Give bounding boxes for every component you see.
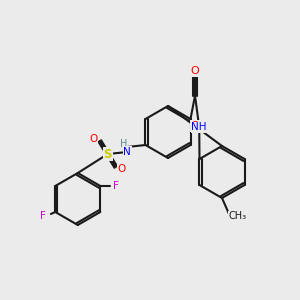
Text: S: S bbox=[103, 148, 112, 160]
Text: F: F bbox=[40, 211, 46, 221]
Text: NH: NH bbox=[191, 122, 207, 132]
Text: O: O bbox=[190, 66, 200, 76]
Text: CH₃: CH₃ bbox=[229, 211, 247, 221]
Text: O: O bbox=[190, 121, 200, 131]
Text: O: O bbox=[118, 164, 126, 174]
Text: O: O bbox=[90, 134, 98, 144]
Text: H: H bbox=[120, 139, 127, 149]
Text: F: F bbox=[113, 181, 119, 191]
Text: N: N bbox=[123, 147, 131, 157]
